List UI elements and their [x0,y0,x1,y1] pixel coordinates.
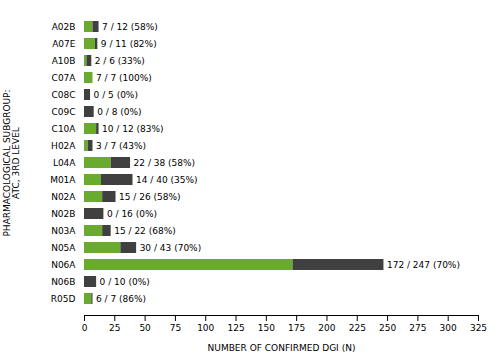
svg-text:25: 25 [109,323,120,333]
svg-text:0: 0 [82,323,88,333]
svg-text:2 / 6 (33%): 2 / 6 (33%) [95,56,145,66]
svg-text:N06B: N06B [51,277,75,287]
svg-text:225: 225 [349,323,366,333]
svg-text:NUMBER OF CONFIRMED DGI (N): NUMBER OF CONFIRMED DGI (N) [208,343,356,353]
svg-text:100: 100 [197,323,214,333]
svg-text:275: 275 [409,323,426,333]
svg-text:15 / 22 (68%): 15 / 22 (68%) [114,226,176,236]
svg-text:0 / 8 (0%): 0 / 8 (0%) [97,107,141,117]
svg-text:0 / 10 (0%): 0 / 10 (0%) [100,277,150,287]
svg-text:15 / 26 (58%): 15 / 26 (58%) [119,192,181,202]
svg-text:M01A: M01A [50,175,76,185]
svg-text:125: 125 [227,323,244,333]
svg-text:C10A: C10A [52,124,77,134]
svg-text:H02A: H02A [51,141,76,151]
svg-text:C09C: C09C [51,107,75,117]
svg-text:0 / 5 (0%): 0 / 5 (0%) [94,90,138,100]
svg-text:7 / 12 (58%): 7 / 12 (58%) [102,22,158,32]
svg-text:3 / 7 (43%): 3 / 7 (43%) [96,141,146,151]
svg-text:N03A: N03A [51,226,76,236]
svg-text:10 / 12 (83%): 10 / 12 (83%) [102,124,164,134]
svg-text:14 / 40 (35%): 14 / 40 (35%) [136,175,198,185]
svg-text:175: 175 [288,323,305,333]
svg-text:C08C: C08C [51,90,75,100]
svg-text:75: 75 [170,323,181,333]
svg-text:R05D: R05D [51,294,76,304]
svg-text:9 / 11 (82%): 9 / 11 (82%) [101,39,157,49]
svg-text:0 / 16 (0%): 0 / 16 (0%) [107,209,157,219]
svg-text:L04A: L04A [53,158,76,168]
svg-text:325: 325 [470,323,487,333]
svg-text:7 / 7 (100%): 7 / 7 (100%) [96,73,152,83]
svg-text:50: 50 [139,323,151,333]
svg-text:30 / 43 (70%): 30 / 43 (70%) [140,243,202,253]
svg-text:N02A: N02A [51,192,76,202]
svg-text:150: 150 [258,323,275,333]
svg-text:N02B: N02B [51,209,75,219]
svg-text:172 / 247 (70%): 172 / 247 (70%) [387,260,460,270]
svg-text:PHARMACOLOGICAL SUBGROUP:ATC,: PHARMACOLOGICAL SUBGROUP:ATC, 3RD LEVEL [2,89,21,236]
svg-text:N05A: N05A [51,243,76,253]
svg-text:A02B: A02B [52,22,76,32]
svg-text:A07E: A07E [52,39,76,49]
svg-text:250: 250 [379,323,396,333]
svg-text:300: 300 [440,323,457,333]
svg-text:200: 200 [318,323,335,333]
svg-text:N06A: N06A [51,260,76,270]
svg-text:6 / 7 (86%): 6 / 7 (86%) [96,294,146,304]
svg-text:C07A: C07A [52,73,77,83]
svg-text:22 / 38 (58%): 22 / 38 (58%) [134,158,196,168]
svg-text:A10B: A10B [52,56,76,66]
